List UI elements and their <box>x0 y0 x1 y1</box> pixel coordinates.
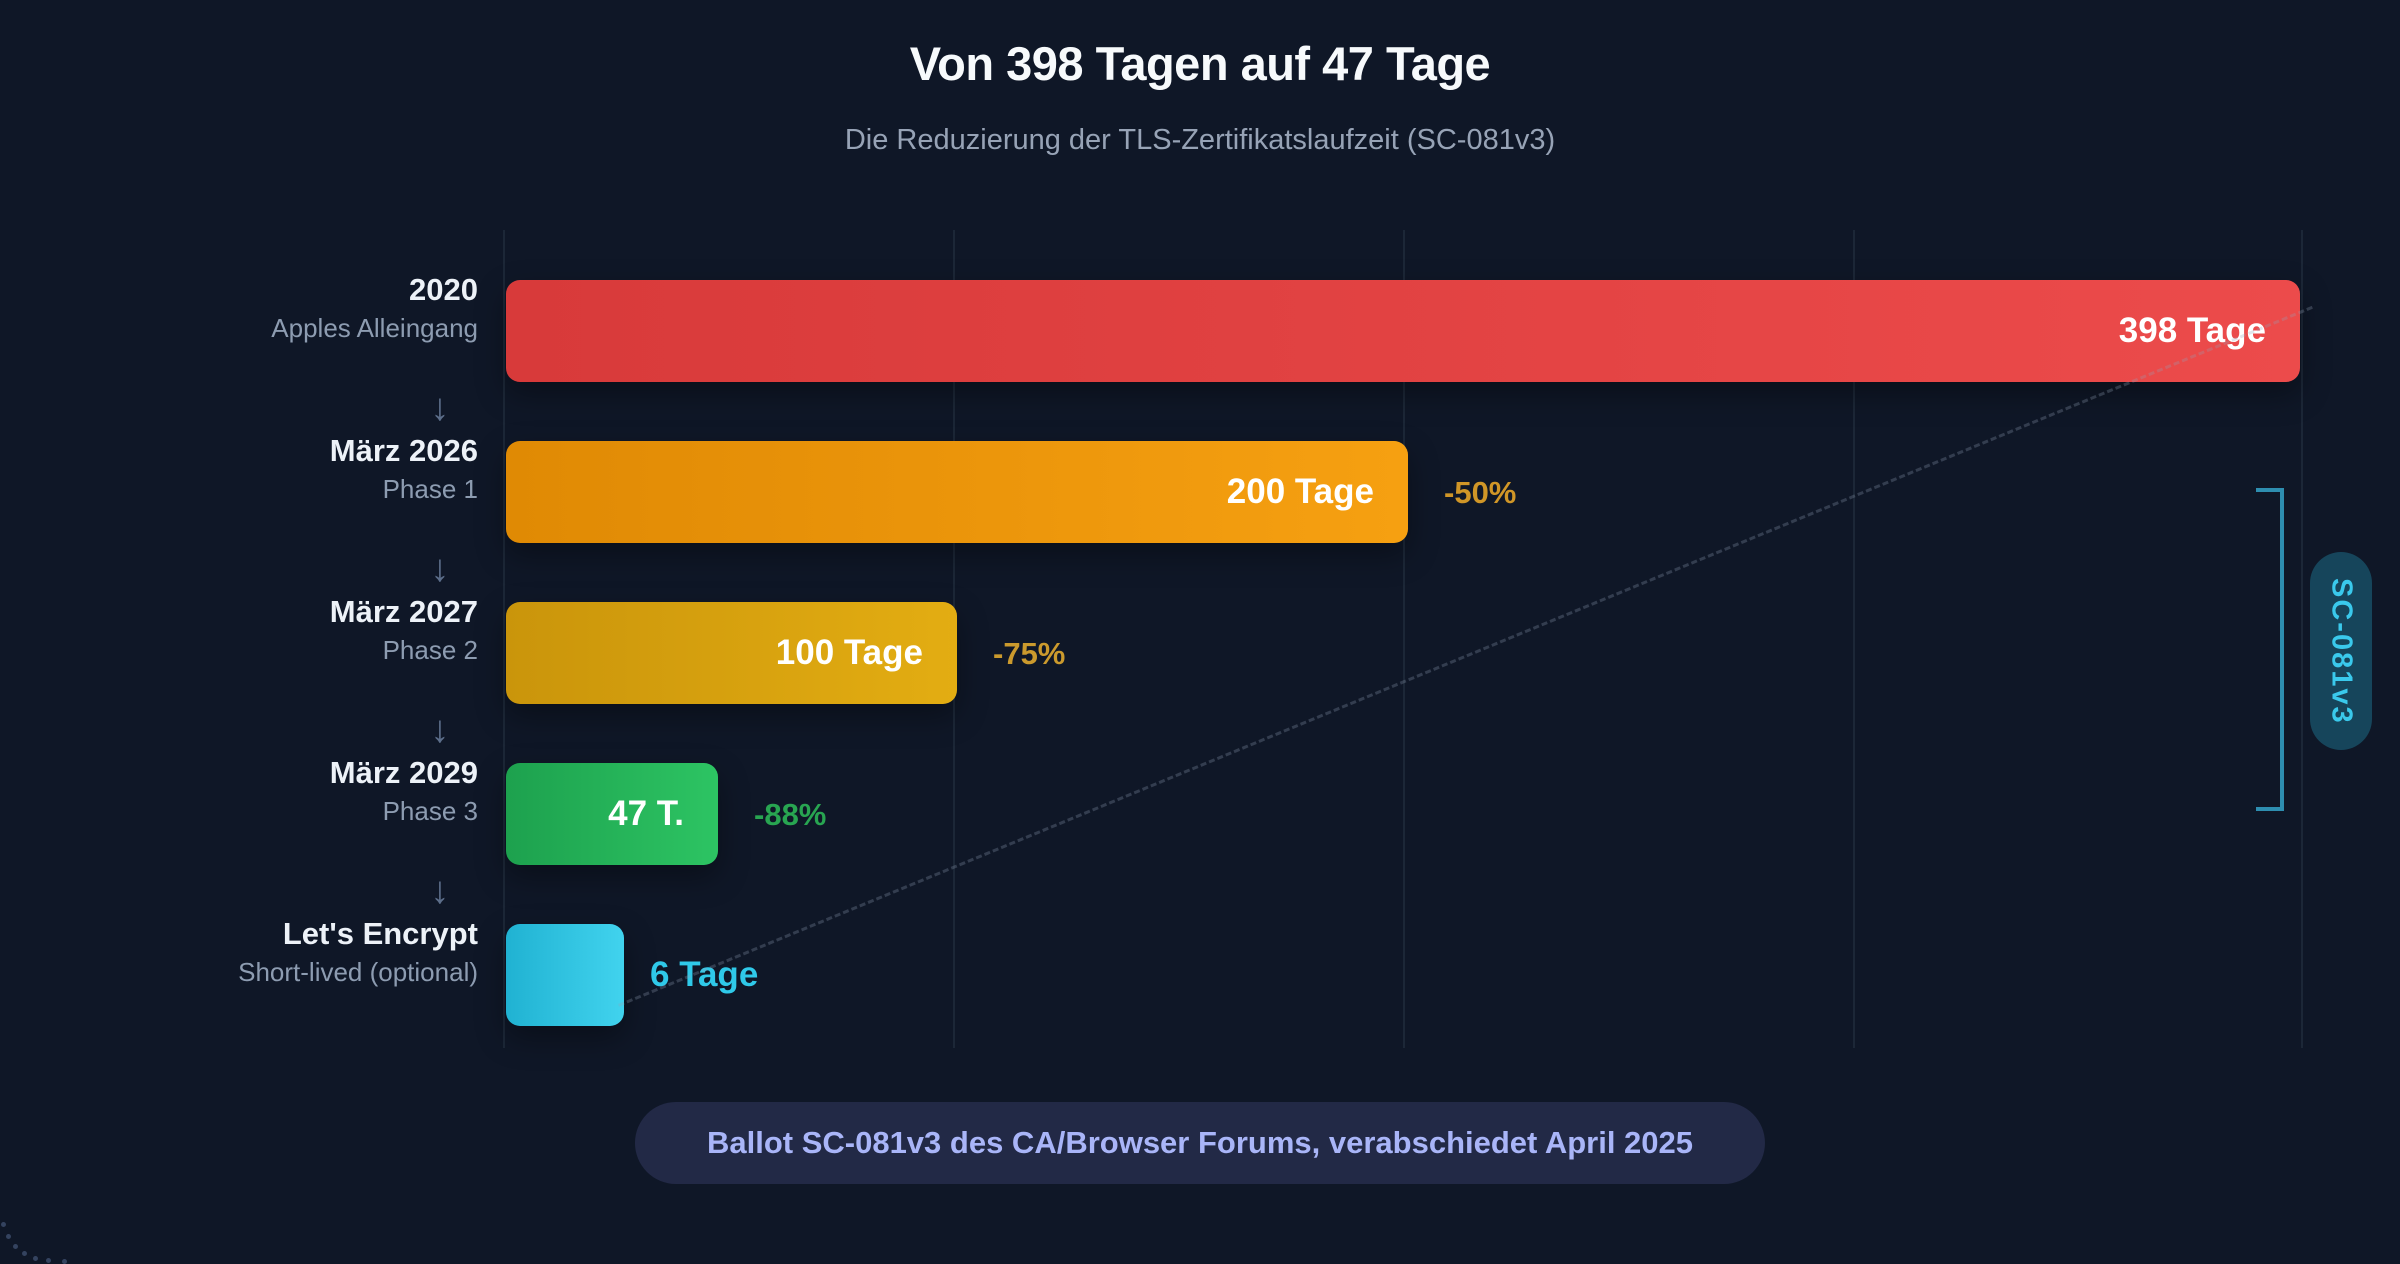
bar <box>506 602 957 704</box>
row-phase-label: Phase 1 <box>382 474 478 504</box>
sc-081v3-badge: SC-081v3 <box>2310 552 2372 750</box>
bar <box>506 280 2300 382</box>
down-arrow-icon: ↓ <box>430 709 450 751</box>
footer-note: Ballot SC-081v3 des CA/Browser Forums, v… <box>634 1102 1766 1184</box>
chart-row: März 2026 Phase 1 200 Tage -50% ↓ <box>0 433 2400 602</box>
chart-row: Let's Encrypt Short-lived (optional) 6 T… <box>0 916 2400 1085</box>
row-year-label: März 2027 <box>329 594 478 629</box>
row-labels: März 2026 Phase 1 <box>0 431 478 507</box>
gridline-398-days <box>2301 230 2303 1048</box>
down-arrow-icon: ↓ <box>430 870 450 912</box>
row-phase-label: Short-lived (optional) <box>238 957 478 987</box>
row-labels: Let's Encrypt Short-lived (optional) <box>0 914 478 990</box>
row-phase-label: Phase 2 <box>382 635 478 665</box>
down-arrow-icon: ↓ <box>430 387 450 429</box>
row-labels: März 2027 Phase 2 <box>0 592 478 668</box>
gridline-0-days <box>503 230 505 1048</box>
gridline-200-days <box>1403 230 1405 1048</box>
row-phase-label: Phase 3 <box>382 796 478 826</box>
page-title: Von 398 Tagen auf 47 Tage <box>909 37 1491 90</box>
down-arrow-icon: ↓ <box>430 548 450 590</box>
row-year-label: 2020 <box>409 272 478 307</box>
chart-row: 2020 Apples Alleingang 398 Tage ↓ <box>0 272 2400 441</box>
bar-value-label: 100 Tage <box>775 633 923 672</box>
bar-value-label: 398 Tage <box>2118 311 2266 350</box>
chart-row: März 2029 Phase 3 47 T. -88% ↓ <box>0 755 2400 924</box>
bar-value-label: 200 Tage <box>1226 472 1374 511</box>
phase-group-bracket <box>2256 488 2284 811</box>
bar <box>506 924 624 1026</box>
gridline-300-days <box>1853 230 1855 1048</box>
chart-row: März 2027 Phase 2 100 Tage -75% ↓ <box>0 594 2400 763</box>
bar <box>506 763 718 865</box>
bar-value-label: 47 T. <box>608 794 684 833</box>
percent-change-label: -88% <box>754 797 827 832</box>
percent-change-label: -75% <box>993 636 1066 671</box>
bar-value-label: 6 Tage <box>650 955 759 994</box>
row-phase-label: Apples Alleingang <box>271 313 478 343</box>
row-year-label: Let's Encrypt <box>282 916 478 951</box>
percent-change-label: -50% <box>1444 475 1517 510</box>
row-year-label: März 2029 <box>329 755 478 790</box>
row-labels: 2020 Apples Alleingang <box>0 270 478 346</box>
row-year-label: März 2026 <box>329 433 478 468</box>
page-subtitle: Die Reduzierung der TLS-Zertifikatslaufz… <box>844 124 1556 156</box>
footer-note-text: Ballot SC-081v3 des CA/Browser Forums, v… <box>706 1125 1694 1160</box>
bar <box>506 441 1408 543</box>
sc-081v3-badge-label: SC-081v3 <box>2325 577 2358 725</box>
row-labels: März 2029 Phase 3 <box>0 753 478 829</box>
